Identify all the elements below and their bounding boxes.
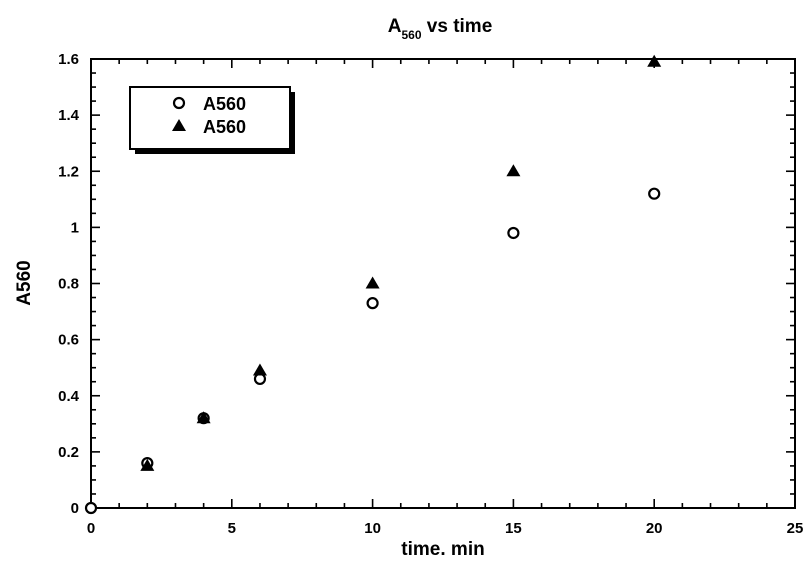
- x-tick-labels: 0 5 10 15 20 25: [87, 520, 804, 537]
- y-tick-label: 1.2: [58, 163, 79, 180]
- y-tick-labels: 0 0.2 0.4 0.6 0.8 1 1.2 1.4 1.6: [58, 51, 80, 517]
- legend-entry-2-label: A560: [203, 117, 246, 137]
- y-tick-label: 0.2: [58, 444, 79, 461]
- legend: A560 A560: [129, 86, 295, 154]
- data-point-circle: [507, 226, 520, 240]
- data-point-circle: [648, 187, 661, 200]
- y-tick-label: 0.8: [58, 276, 79, 293]
- chart-title-rest: vs time: [422, 16, 493, 37]
- y-tick-label: 0.4: [58, 388, 80, 405]
- legend-box: [129, 86, 291, 150]
- axis-ticks: [90, 58, 796, 509]
- data-point-triangle: [365, 276, 380, 289]
- data-point-circle: [84, 501, 98, 515]
- data-point-circle: [366, 297, 379, 310]
- legend-entry-1-label: A560: [203, 94, 246, 114]
- x-tick-label: 10: [364, 520, 381, 537]
- x-axis-label: time. min: [401, 539, 484, 560]
- y-tick-label: 1: [71, 219, 79, 236]
- chart-title: A560 vs time: [388, 16, 493, 42]
- chart-title-main: A: [388, 16, 402, 37]
- x-tick-label: 5: [228, 520, 236, 537]
- data-point-triangle: [252, 363, 267, 376]
- x-tick-label: 25: [787, 520, 804, 537]
- data-marks: [84, 54, 662, 515]
- data-point-triangle: [647, 54, 662, 67]
- x-tick-label: 15: [505, 520, 522, 537]
- data-point-triangle: [196, 411, 211, 424]
- y-tick-label: 0.6: [58, 332, 79, 349]
- data-point-triangle: [506, 164, 521, 177]
- x-tick-label: 0: [87, 520, 95, 537]
- y-tick-label: 1.4: [58, 107, 80, 124]
- chart-title-subscript: 560: [401, 28, 421, 42]
- y-tick-label: 1.6: [58, 51, 79, 68]
- y-tick-label: 0: [71, 500, 79, 517]
- legend-circle-marker-icon: [172, 96, 186, 110]
- y-axis-label: A560: [14, 260, 35, 305]
- legend-triangle-marker-icon: [172, 119, 186, 131]
- data-point-triangle: [140, 458, 155, 471]
- x-tick-label: 20: [646, 520, 663, 537]
